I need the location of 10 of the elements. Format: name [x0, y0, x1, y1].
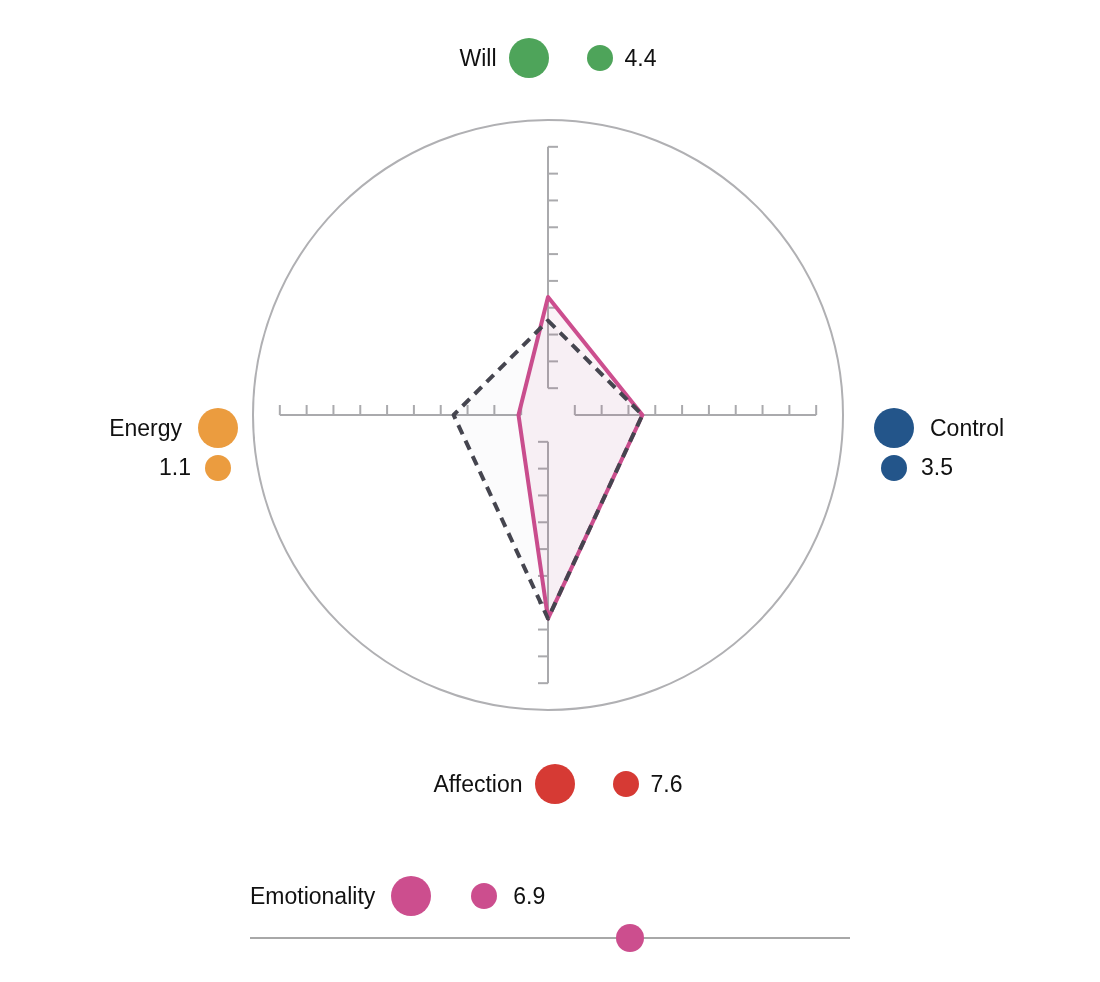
spoke-label: Control: [930, 414, 1005, 442]
text: 7.6: [650, 770, 683, 797]
spoke-label: Will: [459, 44, 497, 72]
spoke-label: Affection: [433, 770, 523, 798]
text: 3.5: [921, 454, 953, 480]
text: 1.1: [159, 454, 191, 480]
category-label: Emotionality: [250, 882, 376, 910]
text: 6.9: [513, 882, 546, 909]
text: 4.4: [624, 44, 657, 71]
spoke-label: Energy: [109, 414, 182, 442]
